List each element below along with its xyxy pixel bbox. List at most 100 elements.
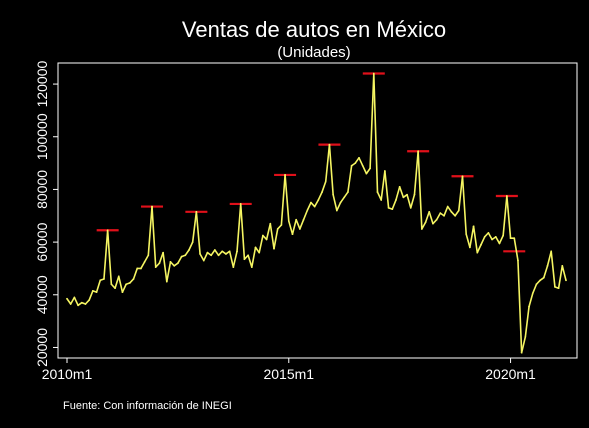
data-point: [184, 254, 187, 257]
series-segment: [84, 299, 90, 305]
x-tick-label: 2020m1: [485, 366, 536, 382]
series-segment: [469, 225, 475, 249]
data-point: [280, 224, 283, 226]
series-segment: [458, 175, 464, 212]
data-point: [99, 279, 102, 282]
data-point: [372, 72, 375, 75]
data-point: [480, 243, 482, 246]
data-point: [202, 259, 205, 262]
series-segment: [524, 305, 530, 338]
data-point: [217, 254, 220, 257]
series-segment: [210, 249, 216, 257]
series-segment: [413, 150, 419, 196]
data-point: [276, 228, 279, 230]
data-point: [428, 211, 431, 213]
series-segment: [472, 225, 479, 254]
data-point: [498, 242, 501, 245]
series-segment: [520, 336, 527, 354]
data-point: [84, 303, 87, 305]
data-point: [106, 229, 109, 232]
series-segment: [443, 205, 449, 217]
series-lines: [66, 72, 567, 354]
series-segment: [384, 170, 390, 209]
series-segment: [531, 283, 538, 295]
data-point: [129, 282, 131, 284]
data-point: [117, 275, 120, 278]
data-point: [332, 193, 334, 196]
series-segment: [143, 254, 150, 263]
data-point: [77, 304, 79, 307]
data-point: [535, 283, 538, 286]
series-segment: [302, 209, 309, 221]
series-segment: [428, 211, 434, 225]
series-segment: [287, 220, 294, 236]
data-point: [520, 351, 523, 354]
series-segment: [506, 195, 512, 239]
series-segment: [483, 232, 490, 238]
series-segment: [398, 185, 405, 199]
data-point: [358, 157, 360, 159]
series-segment: [339, 196, 346, 204]
series-segment: [162, 251, 168, 283]
data-point: [395, 199, 397, 201]
series-segment: [66, 297, 72, 305]
series-segment: [284, 174, 290, 222]
data-point: [328, 143, 331, 146]
data-point: [239, 203, 242, 205]
series-segment: [295, 218, 301, 230]
data-point: [543, 276, 545, 279]
data-point: [450, 211, 453, 213]
data-point: [343, 196, 346, 199]
data-point: [398, 185, 401, 188]
data-point: [524, 336, 527, 338]
series-segment: [313, 199, 320, 208]
data-point: [476, 251, 479, 254]
series-segment: [321, 180, 327, 193]
series-segment: [480, 236, 486, 246]
data-point: [494, 236, 497, 238]
series-segment: [432, 218, 438, 225]
data-point: [136, 267, 139, 270]
series-segment: [446, 205, 453, 213]
series-segment: [129, 278, 135, 284]
series-segment: [239, 203, 246, 261]
series-segment: [69, 296, 76, 305]
data-point: [350, 164, 353, 167]
x-tick-label: 2015m1: [263, 366, 314, 382]
series-segment: [528, 292, 534, 308]
data-point: [354, 162, 357, 164]
data-point: [554, 286, 556, 288]
data-point: [195, 211, 198, 213]
data-point: [166, 280, 168, 283]
data-point: [243, 258, 246, 261]
series-segment: [417, 150, 423, 230]
data-point: [539, 279, 541, 282]
data-point: [147, 254, 150, 257]
data-point: [206, 251, 209, 254]
data-point: [95, 291, 98, 293]
data-point: [324, 180, 327, 183]
series-segment: [132, 267, 139, 280]
series-segment: [409, 193, 416, 209]
series-segment: [391, 199, 397, 210]
series-segment: [494, 236, 501, 245]
data-point: [424, 221, 427, 224]
series-segment: [291, 218, 297, 236]
data-point: [143, 261, 146, 263]
series-segment: [191, 211, 198, 243]
data-point: [66, 297, 68, 300]
series-segment: [328, 143, 334, 196]
data-point: [458, 209, 460, 212]
series-segment: [361, 164, 368, 175]
series-segment: [251, 246, 257, 268]
data-point: [557, 287, 560, 290]
series-segment: [280, 174, 286, 226]
y-tick-label: 80000: [34, 170, 50, 209]
data-point: [550, 250, 553, 253]
series-segment: [195, 211, 201, 255]
data-point: [461, 175, 464, 178]
chart-title: Ventas de autos en México: [182, 17, 446, 42]
data-point: [376, 191, 379, 193]
data-point: [302, 218, 305, 221]
